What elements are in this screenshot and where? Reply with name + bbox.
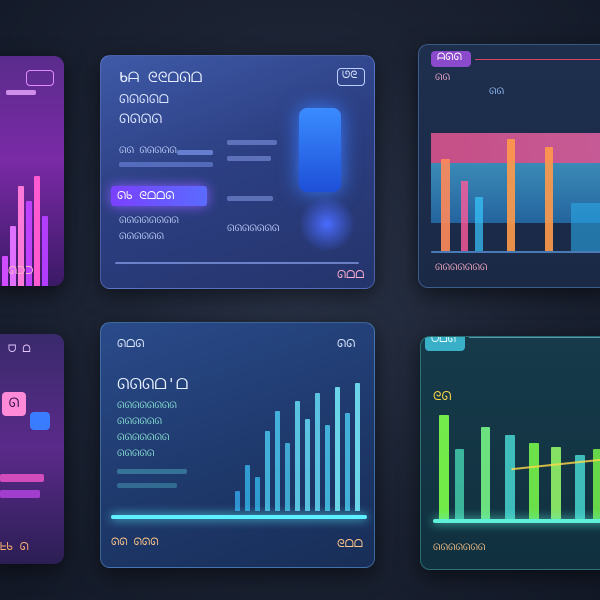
bar bbox=[593, 449, 600, 519]
bar bbox=[255, 477, 260, 511]
metrics-footer: ᘏᘏᘏᘏᘏᘏᘏ bbox=[435, 263, 488, 273]
bar bbox=[461, 181, 468, 251]
bar bbox=[285, 443, 290, 511]
bar bbox=[551, 447, 561, 519]
analytics-chart bbox=[231, 379, 367, 511]
bar bbox=[345, 413, 350, 511]
overview-col-row bbox=[227, 196, 273, 201]
metrics-card[interactable]: ᗩᘏᘏ ᘏᘏ ᘏᘏ ᘏᘏᘏᘏᘏᘏᘏ bbox=[418, 44, 600, 288]
growth-axis-label: ᘓᘏ bbox=[433, 389, 452, 403]
bar bbox=[355, 383, 360, 511]
growth-footer: ᘏᘏᘏᘏᘏᘏᘏ bbox=[433, 543, 486, 553]
bar bbox=[325, 425, 330, 511]
analytics-row-label: ᘏᘏᘏᘏᘏ bbox=[117, 449, 155, 459]
bar bbox=[18, 186, 24, 286]
bar bbox=[315, 393, 320, 511]
growth-baseline bbox=[433, 519, 600, 523]
analytics-footer-left: ᘏᘏ ᘏᘏᘏ bbox=[111, 537, 159, 548]
overview-title-line: ᘏᘏᘏᘏᗝ bbox=[119, 92, 169, 106]
overview-highlight-text: ᘏᑲ ᘓᗝᗝᘏ bbox=[117, 189, 175, 202]
bar bbox=[545, 147, 553, 251]
overview-col-row bbox=[227, 156, 271, 161]
device-graphic bbox=[299, 108, 341, 192]
bar bbox=[275, 411, 280, 511]
bar bbox=[335, 387, 340, 511]
metrics-tab[interactable]: ᗩᘏᘏ bbox=[431, 51, 471, 67]
metrics-top-line bbox=[475, 59, 600, 60]
left-bottom-badge[interactable]: ᘏ bbox=[2, 392, 26, 416]
metrics-legend-item: ᘏᘏ bbox=[435, 73, 450, 83]
bar bbox=[26, 201, 32, 286]
growth-top-line bbox=[469, 337, 600, 338]
overview-footer: ᘏᗝᗝ bbox=[337, 268, 365, 281]
bar bbox=[481, 427, 490, 519]
analytics-row-label: ᘏᘏᘏᘏᘏᘏᘏ bbox=[117, 433, 170, 443]
overview-bar-row bbox=[177, 150, 213, 155]
metrics-chart bbox=[431, 91, 600, 251]
overview-card[interactable]: ᑲᗩ ᘓᘓᗝᘏᗝ ᘏᘏᘏᘏᗝ ᘏᘏᘏᘏ ᘎᘓ ᘏᘏ ᘏᘏᘏᘏᘏ ᘏᑲ ᘓᗝᗝᘏ … bbox=[100, 55, 375, 289]
overview-row-label: ᘏᘏ ᘏᘏᘏᘏᘏ bbox=[119, 146, 177, 156]
bar bbox=[529, 443, 539, 519]
bar bbox=[441, 159, 450, 251]
bar bbox=[235, 491, 240, 511]
analytics-title: ᘏᘏᘏᗝ'ᗝ bbox=[117, 375, 189, 393]
left-top-card[interactable]: ᘏᑐᑐ bbox=[0, 56, 64, 286]
bar bbox=[245, 465, 250, 511]
growth-tab[interactable]: ᗜᗝᘏ bbox=[425, 336, 465, 351]
left-top-tag bbox=[26, 70, 54, 86]
analytics-header-right[interactable]: ᘏᘏ bbox=[337, 337, 356, 350]
overview-row-label: ᘏᘏᘏᘏᘏᘏ bbox=[119, 232, 164, 242]
bar bbox=[505, 435, 515, 519]
left-bottom-footer: ᖶᑲ ᘏ bbox=[0, 540, 29, 553]
left-top-footer: ᘏᑐᑐ bbox=[8, 264, 34, 277]
analytics-row-label: ᘏᘏᘏᘏᘏᘏᘏᘏ bbox=[117, 401, 177, 411]
left-bottom-header: ᗜ ᗝ bbox=[8, 344, 31, 355]
analytics-faint-row bbox=[117, 469, 187, 474]
metrics-legend-item: ᘏᘏ bbox=[489, 87, 504, 97]
growth-card[interactable]: ᗜᗝᘏ ᘓᘏ ᘏᘏᘏᘏᘏᘏᘏ bbox=[420, 336, 600, 570]
bar bbox=[439, 415, 449, 519]
bar bbox=[455, 449, 464, 519]
bar bbox=[2, 256, 8, 286]
growth-chart bbox=[433, 409, 600, 519]
overview-highlight[interactable]: ᘏᑲ ᘓᗝᗝᘏ bbox=[111, 186, 207, 206]
device-glow bbox=[299, 196, 355, 252]
bar bbox=[475, 197, 483, 251]
overview-col-row bbox=[227, 140, 277, 145]
overview-corner-button[interactable]: ᘎᘓ bbox=[337, 68, 365, 86]
overview-row-label: ᘏᘏᘏᘏᘏᘏᘏᘏ bbox=[119, 216, 179, 226]
overview-corner-label: ᘎᘓ bbox=[342, 70, 358, 81]
overview-divider bbox=[115, 262, 359, 264]
analytics-row-label: ᘏᘏᘏᘏᘏᘏ bbox=[117, 417, 162, 427]
metrics-baseline bbox=[431, 251, 600, 253]
bar bbox=[571, 203, 600, 251]
analytics-card[interactable]: ᘏᗝᘏ ᘏᘏ ᘏᘏᘏᗝ'ᗝ ᘏᘏᘏᘏᘏᘏᘏᘏ ᘏᘏᘏᘏᘏᘏ ᘏᘏᘏᘏᘏᘏᘏ ᘏᘏ… bbox=[100, 322, 375, 568]
bar bbox=[507, 139, 515, 251]
growth-tab-label: ᗜᗝᘏ bbox=[431, 336, 456, 345]
analytics-footer-right[interactable]: ᘓᗝᗝ bbox=[337, 537, 364, 550]
left-bottom-row bbox=[0, 474, 44, 482]
analytics-baseline bbox=[111, 515, 367, 519]
left-bottom-row bbox=[0, 490, 40, 498]
bar bbox=[295, 401, 300, 511]
left-top-chart bbox=[0, 156, 52, 286]
overview-title-line: ᘏᘏᘏᘏ bbox=[119, 112, 163, 127]
overview-bar-row bbox=[119, 162, 213, 167]
bell-icon[interactable] bbox=[30, 412, 50, 430]
bar bbox=[265, 431, 270, 511]
bar bbox=[10, 226, 16, 286]
left-top-label bbox=[6, 90, 36, 95]
metrics-tab-label: ᗩᘏᘏ bbox=[437, 52, 462, 63]
overview-title-line: ᑲᗩ ᘓᘓᗝᘏᗝ bbox=[119, 70, 203, 86]
metrics-band-pink bbox=[431, 133, 600, 163]
left-bottom-card[interactable]: ᗜ ᗝ ᘏ ᖶᑲ ᘏ bbox=[0, 334, 64, 564]
bar bbox=[34, 176, 40, 286]
bar bbox=[305, 419, 310, 511]
analytics-faint-row bbox=[117, 483, 177, 488]
analytics-header: ᘏᗝᘏ bbox=[117, 337, 145, 350]
bar bbox=[575, 455, 585, 519]
overview-row-label: ᘏᘏᘏᘏᘏᘏᘏ bbox=[227, 224, 280, 234]
bar bbox=[42, 216, 48, 286]
